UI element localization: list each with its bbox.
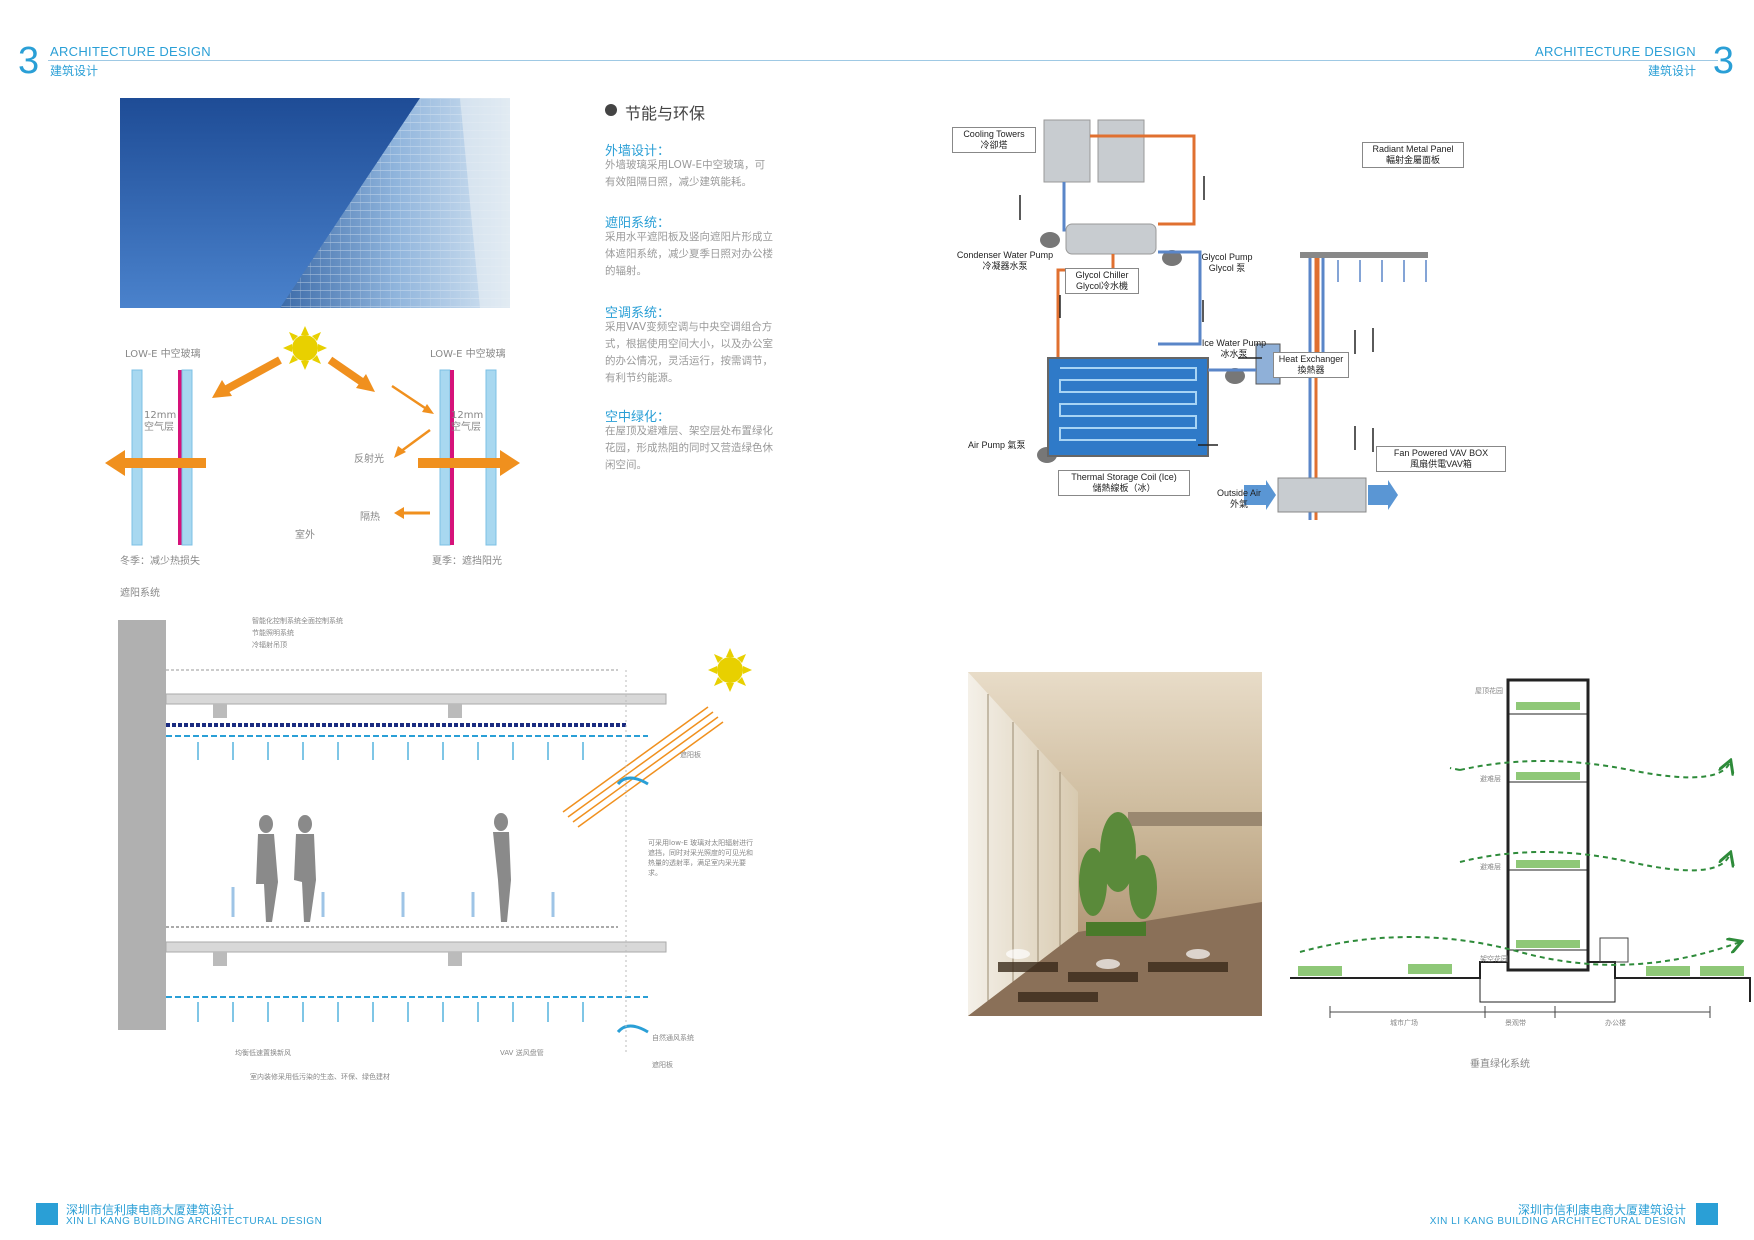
hvac-condenser-cn: 冷凝器水泵 [982,261,1028,271]
footer-cn-right: 深圳市信利康电商大厦建筑设计 [1517,1203,1686,1217]
header-rule [48,60,1718,61]
hvac-glycol-pump-label: Glycol Pump Glycol 泵 [1195,252,1259,274]
hvac-condenser-label: Condenser Water Pump 冷凝器水泵 [950,250,1060,272]
hvac-vav-box-label: Fan Powered VAV BOX 風扇供電VAV箱 [1376,446,1506,472]
glass-summer-label: 夏季：遮挡阳光 [432,556,502,567]
item-text-hvac: 采用VAV变频空调与中央空调组合方式，根据使用空间大小，以及办公室的办公情况，灵… [605,321,773,384]
hvac-ice-pump-label: Ice Water Pump 冰水泵 [1197,338,1271,360]
header-number-right: 3 [1712,40,1734,82]
item-heading-green: 空中绿化： [605,410,671,425]
glass-diagram [105,326,520,546]
dwg-vav-label: VAV 送风盘管 [500,1049,544,1057]
glass-air-right: 12mm 空气层 [451,410,484,433]
glass-winter-label: 冬季：减少热损失 [120,556,200,567]
vg-caption: 垂直绿化系统 [1470,1059,1530,1070]
vg-seg3-label: 办公楼 [1605,1019,1626,1027]
vg-refuge1-label: 避难层 [1480,775,1501,783]
hvac-radiant-panel-cn: 輻射金屬面板 [1385,155,1440,165]
hvac-glycol-pump-cn: Glycol 泵 [1208,263,1246,273]
hvac-glycol-chiller-box: Glycol Chiller Glycol冷水機 [1065,268,1139,294]
dwg-fresh-air-label: 均衡低速置换新风 [235,1049,291,1057]
dwg-note-2: 节能照明系统 [252,629,294,637]
footer-square-left [36,1203,58,1225]
dwg-note-3: 冷辐射吊顶 [252,641,287,649]
dwg-shade2-label: 遮阳板 [652,1061,673,1069]
glass-reflect-label: 反射光 [354,454,384,465]
hvac-vav-box-cn: 風扇供電VAV箱 [1410,459,1472,469]
dwg-shade-label: 遮阳板 [680,751,701,759]
building-section-drawing [118,620,752,1052]
glass-air-left: 12mm 空气层 [144,410,177,433]
glass-left-title: LOW-E 中空玻璃 [125,349,201,360]
vg-refuge2-label: 避难层 [1480,863,1501,871]
hvac-thermal-storage-cn: 儲熱線板（冰） [1092,483,1156,493]
dwg-glass-note: 可采用low-E 玻璃对太阳辐射进行遮挡，同时对采光照度的可见光和热量的透射率，… [648,839,754,877]
hvac-outside-air-en: Outside Air [1216,488,1262,498]
glass-outdoor-label: 室外 [295,530,315,541]
footer-en-left: XIN LI KANG BUILDING ARCHITECTURAL DESIG… [66,1216,323,1227]
hvac-heat-exchanger-box: Heat Exchanger 換熱器 [1273,352,1349,378]
hvac-ice-pump-en: Ice Water Pump [1201,338,1267,348]
header-number-left: 3 [18,40,40,82]
item-heading-shading: 遮阳系统： [605,216,671,231]
hvac-cooling-towers-box: Cooling Towers 冷卻塔 [952,127,1036,153]
hvac-heat-exchanger-en: Heat Exchanger [1278,354,1344,364]
hvac-air-pump-en: Air Pump [968,440,1006,450]
hvac-condenser-en: Condenser Water Pump [956,250,1054,260]
hvac-vav-box-en: Fan Powered VAV BOX [1393,448,1489,458]
hvac-radiant-panel-box: Radiant Metal Panel 輻射金屬面板 [1362,142,1464,168]
dwg-natural-vent-label: 自然通风系统 [652,1034,694,1042]
glass-insulate-label: 隔热 [360,512,380,523]
hvac-glycol-chiller-en: Glycol Chiller [1075,270,1129,280]
vertical-greening-diagram [1290,678,1751,1018]
hvac-glycol-chiller-cn: Glycol冷水機 [1075,281,1128,291]
vg-podium-label: 架空花园 [1480,955,1508,963]
item-text-facade: 外墙玻璃采用LOW-E中空玻璃，可有效阻隔日照，减少建筑能耗。 [605,159,766,188]
header-title-en-right: ARCHITECTURE DESIGN [1535,44,1696,59]
hvac-thermal-storage-en: Thermal Storage Coil (Ice) [1071,472,1177,482]
footer-en-right: XIN LI KANG BUILDING ARCHITECTURAL DESIG… [1429,1216,1686,1227]
dwg-note-1: 智能化控制系统全面控制系统 [252,617,343,625]
vg-roof-label: 屋顶花园 [1475,687,1503,695]
item-text-shading: 采用水平遮阳板及竖向遮阳片形成立体遮阳系统，减少夏季日照对办公楼的辐射。 [605,231,773,277]
shading-caption: 遮阳系统 [120,588,160,599]
hvac-ice-pump-cn: 冰水泵 [1220,349,1248,359]
atrium-interior-render [968,672,1262,1016]
hvac-air-pump-cn: 氣泵 [1007,440,1026,450]
hvac-outside-air-cn: 外氣 [1229,499,1248,509]
item-text-green: 在屋顶及避难层、架空层处布置绿化花园，形成热阻的同时又营造绿色休闲空间。 [605,425,773,471]
header-title-cn-left: 建筑设计 [50,64,99,78]
section-bullet-icon [605,104,617,116]
dwg-materials-label: 室内装修采用低污染的生态、环保、绿色建材 [250,1073,390,1081]
vg-seg1-label: 城市广场 [1390,1019,1418,1027]
hvac-heat-exchanger-cn: 換熱器 [1297,365,1325,375]
glass-facade-photo [120,98,510,308]
hvac-cooling-towers-en: Cooling Towers [963,129,1025,139]
footer-square-right [1696,1203,1718,1225]
hvac-thermal-storage-box: Thermal Storage Coil (Ice) 儲熱線板（冰） [1058,470,1190,496]
header-title-en-left: ARCHITECTURE DESIGN [50,44,211,59]
hvac-glycol-pump-en: Glycol Pump [1201,252,1253,262]
item-heading-facade: 外墙设计： [605,144,671,159]
glass-right-title: LOW-E 中空玻璃 [430,349,506,360]
item-heading-hvac: 空调系统： [605,306,671,321]
hvac-cooling-towers-cn: 冷卻塔 [980,140,1008,150]
header-title-cn-right: 建筑设计 [1647,64,1696,78]
vg-seg2-label: 景观带 [1505,1019,1526,1027]
hvac-radiant-panel-en: Radiant Metal Panel [1372,144,1454,154]
footer-cn-left: 深圳市信利康电商大厦建筑设计 [66,1203,235,1217]
section-title: 节能与环保 [625,104,706,123]
hvac-outside-air-label: Outside Air 外氣 [1208,488,1270,510]
hvac-air-pump-label: Air Pump 氣泵 [968,440,1040,451]
